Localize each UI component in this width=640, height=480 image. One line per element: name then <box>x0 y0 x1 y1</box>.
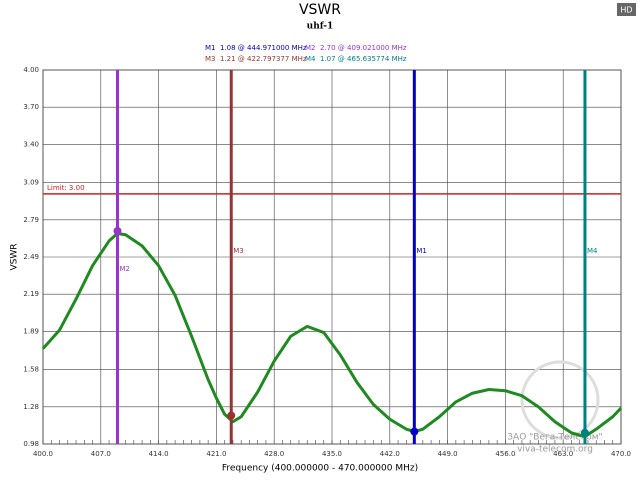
marker-tag: M3 <box>233 247 244 255</box>
limit-label: Limit: 3.00 <box>47 184 85 192</box>
y-tick-label: 0.98 <box>23 440 39 448</box>
marker-dot <box>580 428 589 437</box>
x-tick-label: 407.0 <box>91 450 111 458</box>
watermark-logo <box>520 360 600 440</box>
legend-name: M4 <box>305 55 316 63</box>
x-tick-label: 435.0 <box>322 450 342 458</box>
chart-title: VSWR <box>299 2 341 18</box>
marker-tag: M1 <box>416 247 427 255</box>
marker-dot <box>113 226 122 235</box>
marker-dot <box>410 427 419 436</box>
y-axis-label: VSWR <box>10 243 20 270</box>
vswr-curve <box>41 231 623 439</box>
legend-value: 1.21 @ 422.797377 MHz <box>220 55 307 63</box>
x-tick-label: 414.0 <box>149 450 169 458</box>
x-tick-label: 428.0 <box>264 450 284 458</box>
y-tick-label: 3.09 <box>23 179 39 187</box>
x-tick-label: 470.0 <box>611 450 631 458</box>
y-tick-label: 2.79 <box>23 216 39 224</box>
watermark: ЗАО "Вега-Телеком" <box>507 433 602 443</box>
x-axis-label: Frequency (400.000000 - 470.000000 MHz) <box>222 464 418 474</box>
x-tick-label: 442.0 <box>380 450 400 458</box>
x-tick-label: 463.0 <box>553 450 573 458</box>
plot-frame <box>42 69 622 445</box>
watermark: viva-telecom.org <box>517 445 593 455</box>
marker-tag: M4 <box>587 247 598 255</box>
y-tick-label: 1.58 <box>23 366 39 374</box>
y-tick-label: 3.40 <box>23 140 39 148</box>
x-tick-label: 400.0 <box>33 450 53 458</box>
y-tick-label: 2.19 <box>23 290 39 298</box>
marker-tag: M2 <box>119 265 130 273</box>
legend-value: 1.08 @ 444.971000 MHz <box>220 44 307 52</box>
legend-name: M2 <box>305 44 316 52</box>
chart-subtitle: uhf-1 <box>307 22 334 32</box>
marker-dot <box>227 411 236 420</box>
y-tick-label: 1.89 <box>23 327 39 335</box>
x-tick-label: 421.0 <box>206 450 226 458</box>
x-tick-label: 449.0 <box>438 450 458 458</box>
legend-name: M3 <box>205 55 216 63</box>
y-tick-label: 3.70 <box>23 103 39 111</box>
legend-name: M1 <box>205 44 216 52</box>
y-tick-label: 2.49 <box>23 253 39 261</box>
y-tick-label: 4.00 <box>23 66 39 74</box>
legend-value: 2.70 @ 409.021000 MHz <box>320 44 407 52</box>
hd-badge: HD <box>620 6 632 15</box>
legend-value: 1.07 @ 465.635774 MHz <box>320 55 407 63</box>
hd-badge-bg <box>617 3 636 16</box>
y-tick-label: 1.28 <box>23 403 39 411</box>
x-tick-label: 456.0 <box>495 450 515 458</box>
